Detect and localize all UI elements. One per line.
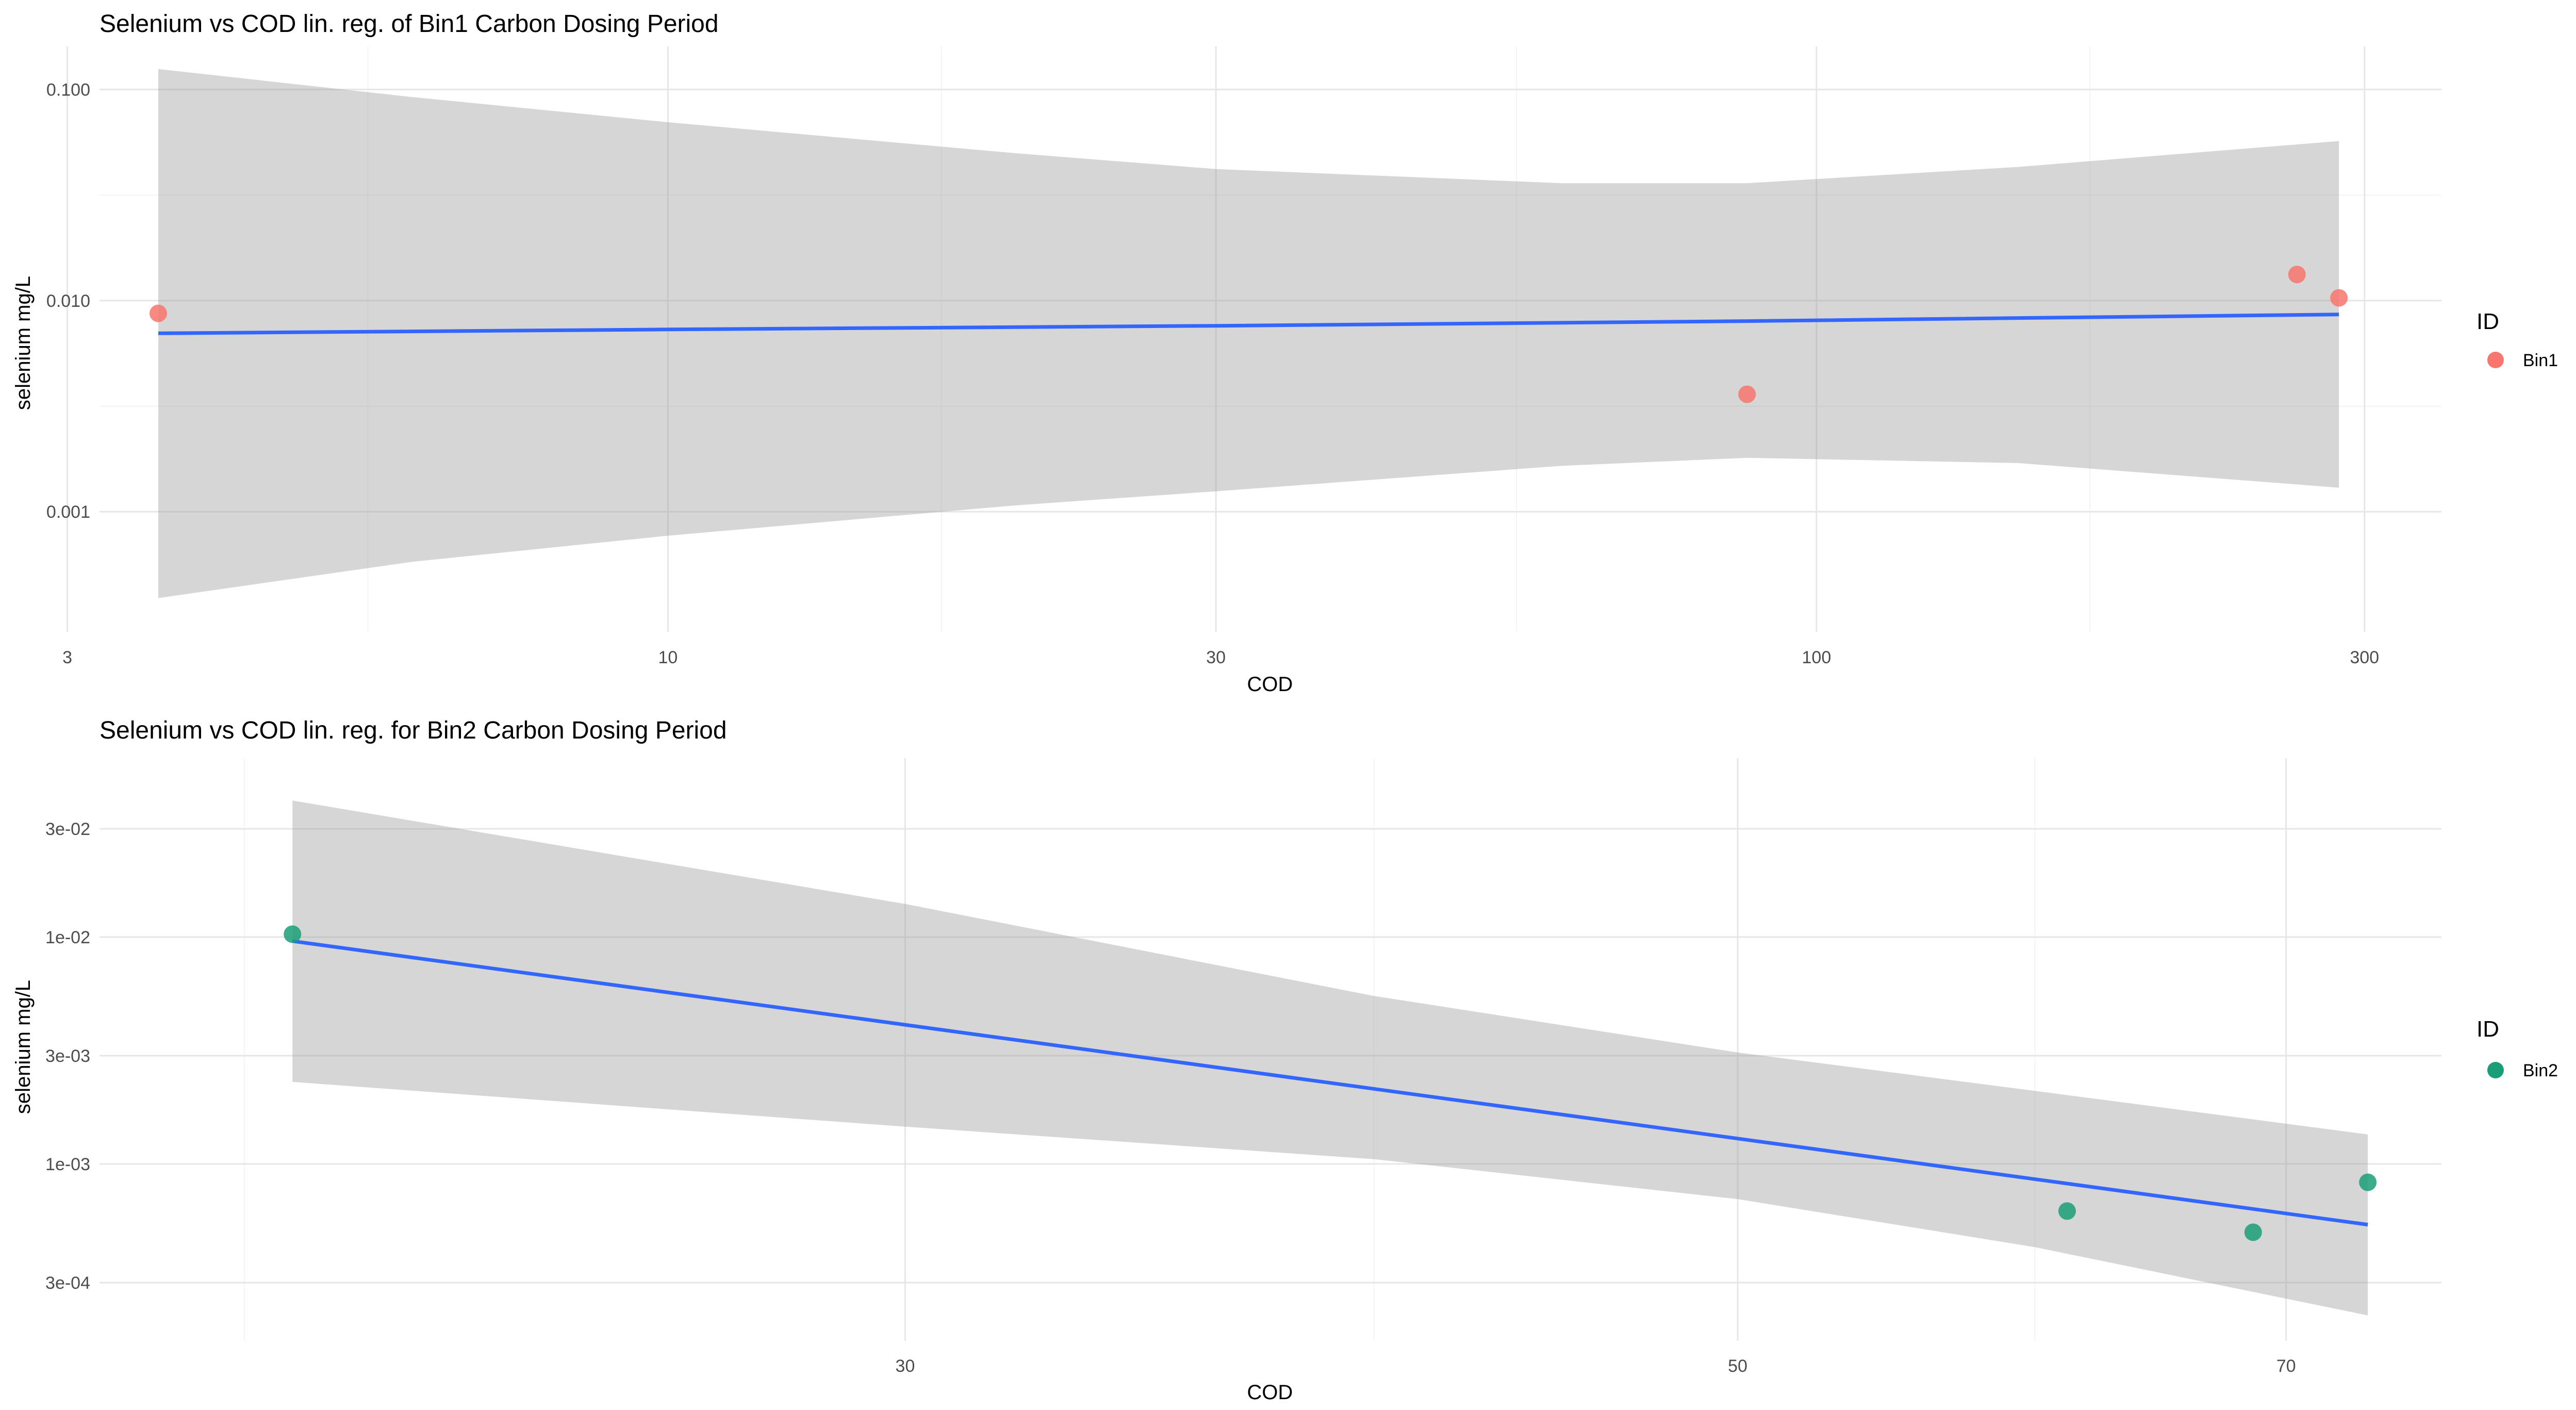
y-tick-label: 0.100 — [46, 80, 90, 100]
x-tick-label: 100 — [1802, 648, 1831, 667]
data-point — [1738, 385, 1756, 403]
x-tick-labels: 3 10 30 100 300 — [62, 648, 2379, 667]
legend-key-bin2 — [2487, 1062, 2504, 1078]
y-tick-labels: 3e-04 1e-03 3e-03 1e-02 3e-02 — [45, 819, 90, 1293]
minor-grid — [243, 758, 2036, 1341]
data-point — [2330, 289, 2348, 307]
x-tick-label: 50 — [1728, 1356, 1747, 1376]
x-axis-title: COD — [1247, 673, 1293, 696]
y-tick-label: 0.001 — [46, 502, 90, 522]
legend-key-bin1 — [2487, 352, 2504, 368]
y-tick-label: 3e-03 — [45, 1046, 90, 1066]
regression-line — [292, 939, 2368, 1227]
chart-title: Selenium vs COD lin. reg. for Bin2 Carbo… — [100, 717, 727, 744]
confidence-ribbon — [158, 69, 2339, 598]
data-point — [2244, 1223, 2262, 1241]
legend-title: ID — [2476, 309, 2499, 334]
major-grid — [67, 46, 2441, 632]
legend: ID Bin1 — [2476, 309, 2558, 370]
chart-title: Selenium vs COD lin. reg. of Bin1 Carbon… — [100, 10, 719, 38]
y-tick-labels: 0.001 0.010 0.100 — [46, 80, 90, 522]
x-tick-label: 30 — [896, 1356, 915, 1376]
data-point — [284, 925, 302, 943]
legend-label-bin2: Bin2 — [2523, 1061, 2558, 1080]
legend: ID Bin2 — [2476, 1016, 2558, 1080]
bin1-panel: Selenium vs COD lin. reg. of Bin1 Carbon… — [12, 10, 2558, 696]
x-tick-label: 70 — [2276, 1356, 2296, 1376]
x-tick-labels: 30 50 70 — [896, 1356, 2296, 1376]
confidence-ribbon — [292, 800, 2368, 1316]
data-point — [2359, 1173, 2377, 1191]
x-tick-label: 30 — [1206, 648, 1226, 667]
data-point — [149, 304, 167, 322]
regression-line — [158, 313, 2339, 335]
data-point — [2288, 266, 2306, 284]
bin2-panel: Selenium vs COD lin. reg. for Bin2 Carbo… — [12, 717, 2558, 1404]
data-points — [149, 266, 2348, 403]
x-tick-label: 3 — [62, 648, 72, 667]
major-grid — [100, 758, 2441, 1341]
y-tick-label: 3e-02 — [45, 819, 90, 839]
x-tick-label: 10 — [658, 648, 678, 667]
y-tick-label: 3e-04 — [45, 1273, 90, 1293]
data-points — [284, 925, 2377, 1241]
y-tick-label: 1e-03 — [45, 1155, 90, 1174]
y-axis-title: selenium mg/L — [12, 980, 35, 1114]
y-tick-label: 0.010 — [46, 291, 90, 311]
legend-title: ID — [2476, 1016, 2499, 1042]
x-tick-label: 300 — [2350, 648, 2379, 667]
y-tick-label: 1e-02 — [45, 928, 90, 947]
y-axis-title: selenium mg/L — [12, 276, 35, 410]
minor-grid — [100, 46, 2441, 632]
data-point — [2058, 1202, 2076, 1220]
x-axis-title: COD — [1247, 1381, 1293, 1404]
legend-label-bin1: Bin1 — [2523, 351, 2558, 370]
